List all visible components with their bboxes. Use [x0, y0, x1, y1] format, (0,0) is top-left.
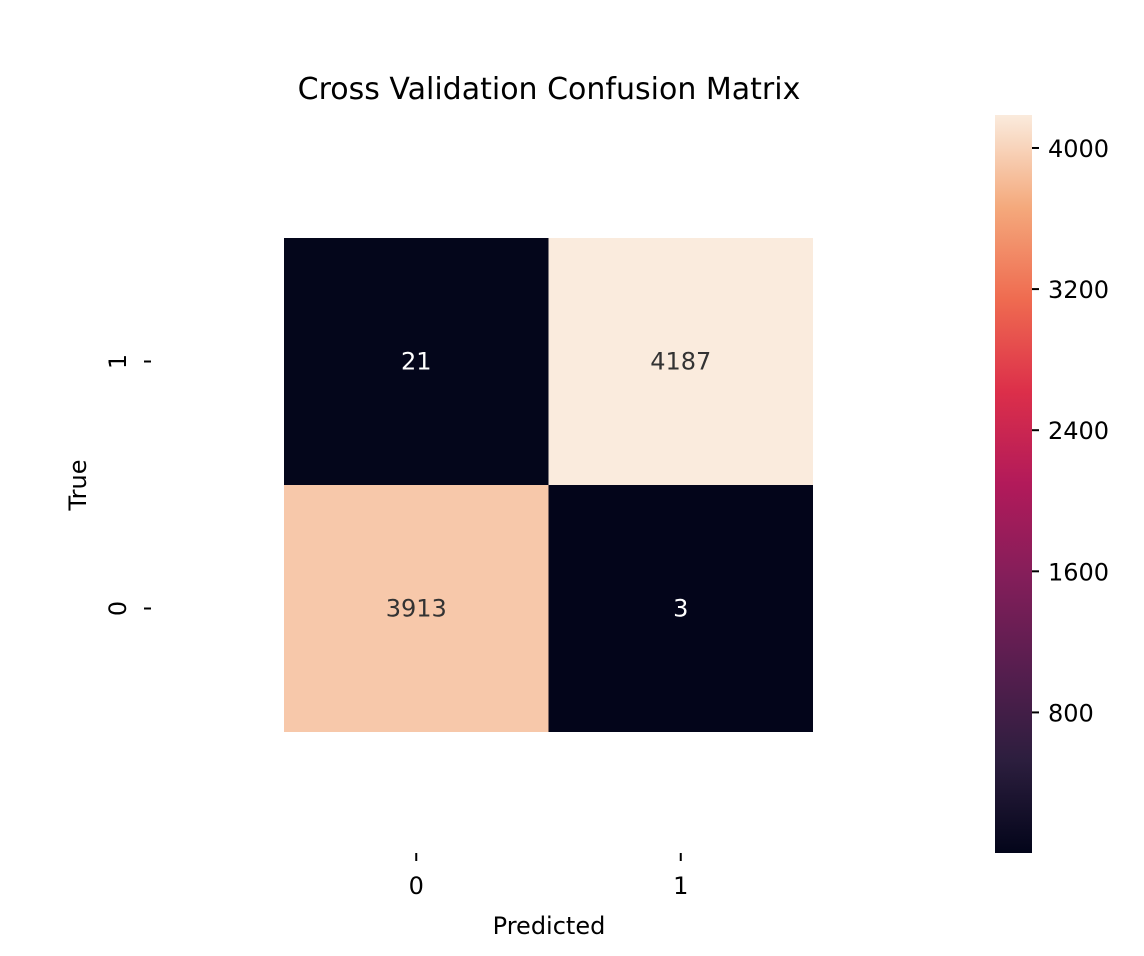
cell-value-label: 3913: [386, 595, 447, 623]
y-tick-label: 1: [104, 354, 132, 369]
heatmap-cells: 21 4187 3913 3: [284, 238, 813, 732]
x-tick-label: 1: [673, 872, 688, 900]
colorbar-tick-label: 800: [1048, 699, 1094, 727]
colorbar-tick-label: 3200: [1048, 276, 1109, 304]
heatmap-cell-true-0-pred-0: [284, 485, 549, 732]
x-axis-label: Predicted: [493, 912, 606, 940]
cell-value-label: 4187: [650, 348, 711, 376]
heatmap-cell-true-0-pred-1: [548, 485, 813, 732]
chart-title: Cross Validation Confusion Matrix: [298, 72, 801, 107]
y-tick-label: 0: [104, 601, 132, 616]
colorbar: [995, 115, 1032, 853]
x-tick-label: 0: [409, 872, 424, 900]
colorbar-ticks: 800 1600 2400 3200 4000: [1032, 135, 1109, 727]
heatmap-cell-true-1-pred-0: [284, 238, 549, 485]
cell-value-label: 21: [401, 348, 432, 376]
cell-value-label: 3: [673, 595, 688, 623]
heatmap-cell-true-1-pred-1: [548, 238, 813, 485]
y-axis-label: True: [64, 460, 92, 512]
colorbar-tick-label: 2400: [1048, 417, 1109, 445]
colorbar-tick-label: 1600: [1048, 558, 1109, 586]
colorbar-tick-label: 4000: [1048, 135, 1109, 163]
y-axis-ticks: 10: [104, 354, 151, 616]
